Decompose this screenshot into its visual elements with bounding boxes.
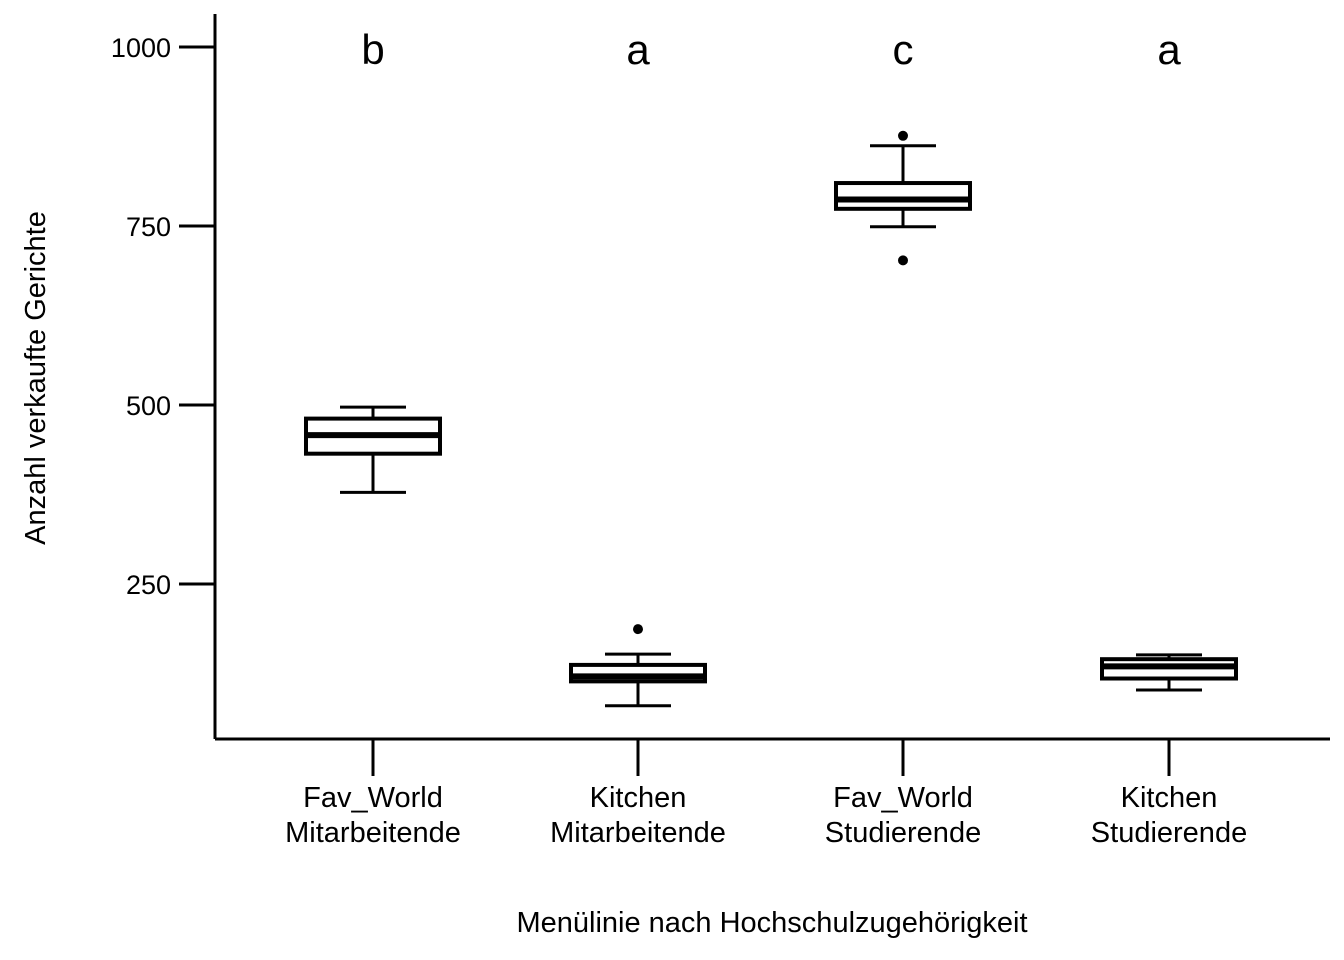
significance-letter-1: b: [361, 26, 384, 73]
y-tick-label-750: 750: [126, 212, 171, 242]
box-group-2: a: [569, 26, 707, 708]
x-tick-label-1-line2: Mitarbeitende: [285, 817, 461, 849]
y-axis-title: Anzahl verkaufte Gerichte: [20, 211, 52, 545]
x-tick-label-4-line2: Studierende: [1091, 817, 1247, 849]
box-group-1: b: [304, 26, 442, 494]
y-tick-label-250: 250: [126, 570, 171, 600]
axes: 2505007501000Fav_WorldMitarbeitendeKitch…: [111, 14, 1330, 849]
x-axis-title: Menülinie nach Hochschulzugehörigkeit: [516, 907, 1027, 939]
significance-letter-4: a: [1157, 26, 1181, 73]
y-tick-label-1000: 1000: [111, 33, 171, 63]
box-group-4: a: [1100, 26, 1238, 692]
box-iqr: [834, 181, 972, 211]
x-tick-label-2-line2: Mitarbeitende: [550, 817, 726, 849]
y-tick-label-500: 500: [126, 391, 171, 421]
x-tick-label-1-line1: Fav_World: [303, 782, 443, 814]
significance-letter-3: c: [893, 26, 914, 73]
box-group-3: c: [834, 26, 972, 266]
outlier-point-1: [633, 624, 643, 635]
x-tick-label-3-line2: Studierende: [825, 817, 981, 849]
significance-letter-2: a: [626, 26, 650, 73]
x-tick-label-2-line1: Kitchen: [590, 782, 687, 814]
x-tick-label-4-line1: Kitchen: [1121, 782, 1218, 814]
outlier-point-1: [898, 130, 908, 141]
outlier-point-2: [898, 255, 908, 266]
x-tick-label-3-line1: Fav_World: [833, 782, 973, 814]
